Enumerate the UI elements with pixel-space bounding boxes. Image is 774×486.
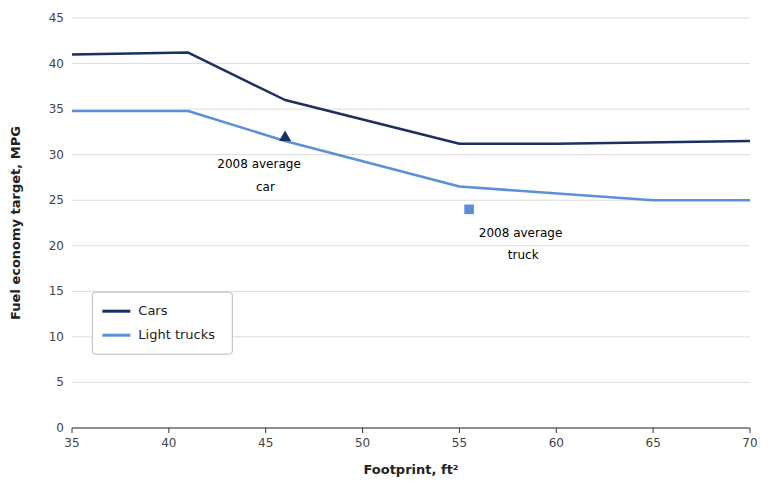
- y-tick-label: 15: [49, 284, 64, 298]
- grid-line: [72, 245, 750, 246]
- y-tick-label: 10: [49, 330, 64, 344]
- x-tick: [168, 428, 169, 433]
- grid-line: [72, 291, 750, 292]
- x-tick-label: 40: [161, 436, 176, 450]
- y-tick-label: 30: [49, 148, 64, 162]
- x-tick-label: 35: [64, 436, 79, 450]
- legend: Cars Light trucks: [92, 292, 232, 354]
- chart: 0 5 10 15 20 25 30 35 40 45 35 40 45 50 55 60 65 70 Footpr…: [0, 0, 774, 486]
- y-tick-label: 0: [56, 421, 64, 435]
- annotation-text: 2008 average: [217, 157, 300, 171]
- annotation-text: 2008 average: [479, 226, 562, 240]
- grid: [72, 18, 750, 428]
- legend-box: [92, 292, 232, 354]
- x-tick: [72, 428, 73, 433]
- legend-label: Light trucks: [138, 327, 215, 342]
- legend-key: [102, 310, 130, 313]
- x-tick-label: 50: [355, 436, 370, 450]
- y-tick-label: 45: [49, 11, 64, 25]
- grid-line: [72, 382, 750, 383]
- x-tick-label: 70: [742, 436, 757, 450]
- grid-line: [72, 63, 750, 64]
- x-axis-line: [72, 428, 750, 429]
- annotation-marker: [279, 130, 291, 141]
- x-tick-label: 65: [646, 436, 661, 450]
- plot-area: [72, 53, 750, 215]
- y-tick-label: 5: [56, 375, 64, 389]
- grid-line: [72, 154, 750, 155]
- x-tick-label: 60: [549, 436, 564, 450]
- series-line: [72, 111, 750, 200]
- x-tick-label: 45: [258, 436, 273, 450]
- x-tick-label: 55: [452, 436, 467, 450]
- x-tick: [750, 428, 751, 433]
- x-axis-label: Footprint, ft²: [363, 462, 458, 477]
- y-tick-label: 35: [49, 102, 64, 116]
- annotation-text: truck: [508, 248, 539, 262]
- grid-line: [72, 18, 750, 19]
- grid-line: [72, 109, 750, 110]
- legend-label: Cars: [138, 303, 167, 318]
- y-tick-label: 25: [49, 193, 64, 207]
- series-line: [72, 53, 750, 144]
- legend-key: [102, 334, 130, 337]
- x-tick: [362, 428, 363, 433]
- annotation-marker: [464, 205, 474, 215]
- y-tick-label: 20: [49, 239, 64, 253]
- annotation-text: car: [256, 180, 275, 194]
- x-tick: [459, 428, 460, 433]
- x-tick: [265, 428, 266, 433]
- y-axis-label: Fuel economy target, MPG: [8, 126, 23, 320]
- y-tick-label: 40: [49, 57, 64, 71]
- x-tick: [653, 428, 654, 433]
- grid-line: [72, 428, 750, 429]
- x-tick: [556, 428, 557, 433]
